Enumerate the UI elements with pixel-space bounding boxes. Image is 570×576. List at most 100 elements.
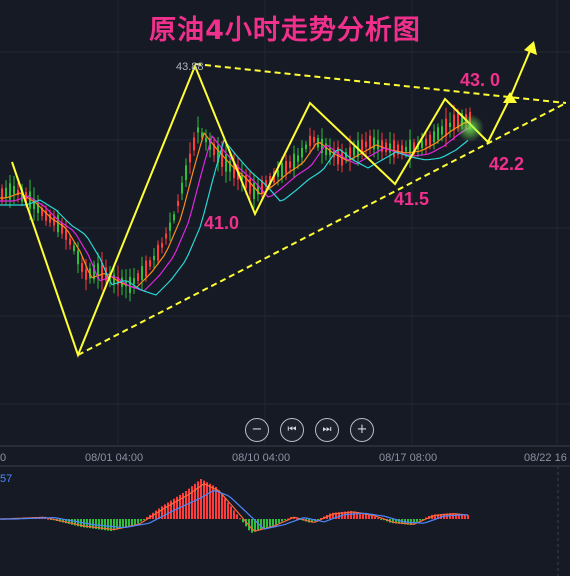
candle-body-21 [85, 269, 87, 280]
candle-body-51 [205, 137, 207, 143]
macd-bar-41 [125, 519, 127, 528]
macd-bar-15 [47, 518, 49, 520]
candle-body-7 [29, 191, 31, 209]
candle-body-101 [405, 146, 407, 152]
candle-body-38 [153, 255, 155, 261]
macd-bar-58 [176, 496, 178, 519]
macd-bar-150 [452, 513, 454, 519]
macd-bar-144 [434, 514, 436, 519]
macd-bar-16 [50, 519, 52, 520]
candle-body-24 [97, 263, 99, 279]
macd-value-label: 57 [0, 473, 13, 485]
macd-bar-59 [179, 494, 181, 519]
candle-body-14 [57, 215, 59, 233]
candle-body-43 [173, 214, 175, 221]
macd-bar-106 [320, 518, 322, 519]
candle-body-55 [221, 150, 223, 167]
macd-bar-38 [116, 519, 118, 530]
x-tick-partial-left: 0 [0, 452, 7, 464]
macd-bar-42 [128, 519, 130, 527]
macd-bar-105 [317, 519, 319, 520]
macd-bar-95 [287, 518, 289, 520]
macd-bar-23 [71, 519, 73, 525]
macd-bar-145 [437, 514, 439, 519]
macd-bar-152 [458, 513, 460, 519]
candle-body-80 [321, 138, 323, 154]
candle-body-3 [13, 186, 15, 194]
macd-bar-115 [347, 511, 349, 519]
candle-body-12 [49, 214, 51, 223]
candle-body-73 [293, 153, 295, 171]
macd-bar-138 [416, 519, 418, 522]
macd-bar-55 [167, 502, 169, 519]
candle-body-109 [437, 127, 439, 140]
next-button[interactable]: ⏭ [315, 418, 339, 442]
macd-bar-123 [371, 515, 373, 519]
candle-body-75 [301, 147, 303, 158]
candle-body-48 [193, 137, 195, 151]
macd-bar-39 [119, 519, 121, 529]
macd-bar-116 [350, 511, 352, 519]
candle-body-36 [145, 260, 147, 277]
macd-bar-117 [353, 511, 355, 519]
candle-body-99 [397, 144, 399, 155]
zoom-out-button[interactable]: − [245, 418, 269, 442]
macd-bar-47 [143, 519, 145, 520]
candle-body-50 [201, 132, 203, 138]
macd-bar-124 [374, 516, 376, 519]
macd-bar-137 [413, 519, 415, 524]
candle-body-44 [177, 200, 179, 207]
candle-body-62 [249, 178, 251, 194]
candle-body-17 [69, 238, 71, 245]
macd-bar-88 [266, 519, 268, 529]
macd-bar-130 [392, 519, 394, 524]
macd-bar-146 [440, 514, 442, 519]
annotation-target-high: 43. 0 [460, 70, 501, 90]
candle-body-90 [361, 139, 363, 154]
candle-body-65 [261, 180, 263, 194]
macd-bar-48 [146, 517, 148, 519]
macd-bar-151 [455, 513, 457, 519]
macd-bar-83 [251, 519, 253, 533]
ma-slow-line [0, 138, 469, 296]
macd-bar-94 [284, 519, 286, 520]
macd-bar-140 [422, 519, 424, 520]
annotation-low-2: 41.5 [394, 189, 430, 209]
macd-bar-53 [161, 506, 163, 519]
macd-bar-46 [140, 519, 142, 522]
macd-bar-122 [368, 514, 370, 519]
macd-bar-121 [365, 514, 367, 519]
candle-body-113 [453, 114, 455, 131]
candle-body-67 [269, 176, 271, 185]
candle-body-33 [133, 278, 135, 284]
macd-bar-66 [200, 479, 202, 519]
macd-bar-34 [104, 519, 106, 531]
candle-body-15 [61, 223, 63, 234]
candle-body-9 [37, 203, 39, 213]
candle-body-74 [297, 155, 299, 162]
candle-body-110 [441, 126, 443, 135]
zoom-in-button[interactable]: + [350, 418, 374, 442]
candle-body-58 [233, 161, 235, 179]
macd-bar-64 [194, 483, 196, 519]
macd-dea-line [0, 490, 469, 530]
candle-body-28 [113, 274, 115, 285]
macd-bar-91 [275, 519, 277, 525]
candle-body-47 [189, 153, 191, 163]
macd-bar-89 [269, 519, 271, 528]
macd-bar-45 [137, 519, 139, 524]
candle-body-60 [241, 174, 243, 180]
macd-bar-21 [65, 519, 67, 524]
lower-trendline [77, 102, 567, 356]
macd-bar-30 [92, 519, 94, 529]
candle-body-103 [413, 142, 415, 154]
candle-body-1 [5, 187, 7, 198]
candle-body-0 [1, 188, 3, 201]
macd-bar-131 [395, 519, 397, 524]
macd-dif-line [0, 483, 469, 532]
previous-button[interactable]: ⏮ [280, 418, 304, 442]
candle-body-63 [253, 182, 255, 200]
annotation-target-low: 42.2 [489, 154, 525, 174]
macd-bar-22 [68, 519, 70, 524]
macd-bar-40 [122, 519, 124, 529]
